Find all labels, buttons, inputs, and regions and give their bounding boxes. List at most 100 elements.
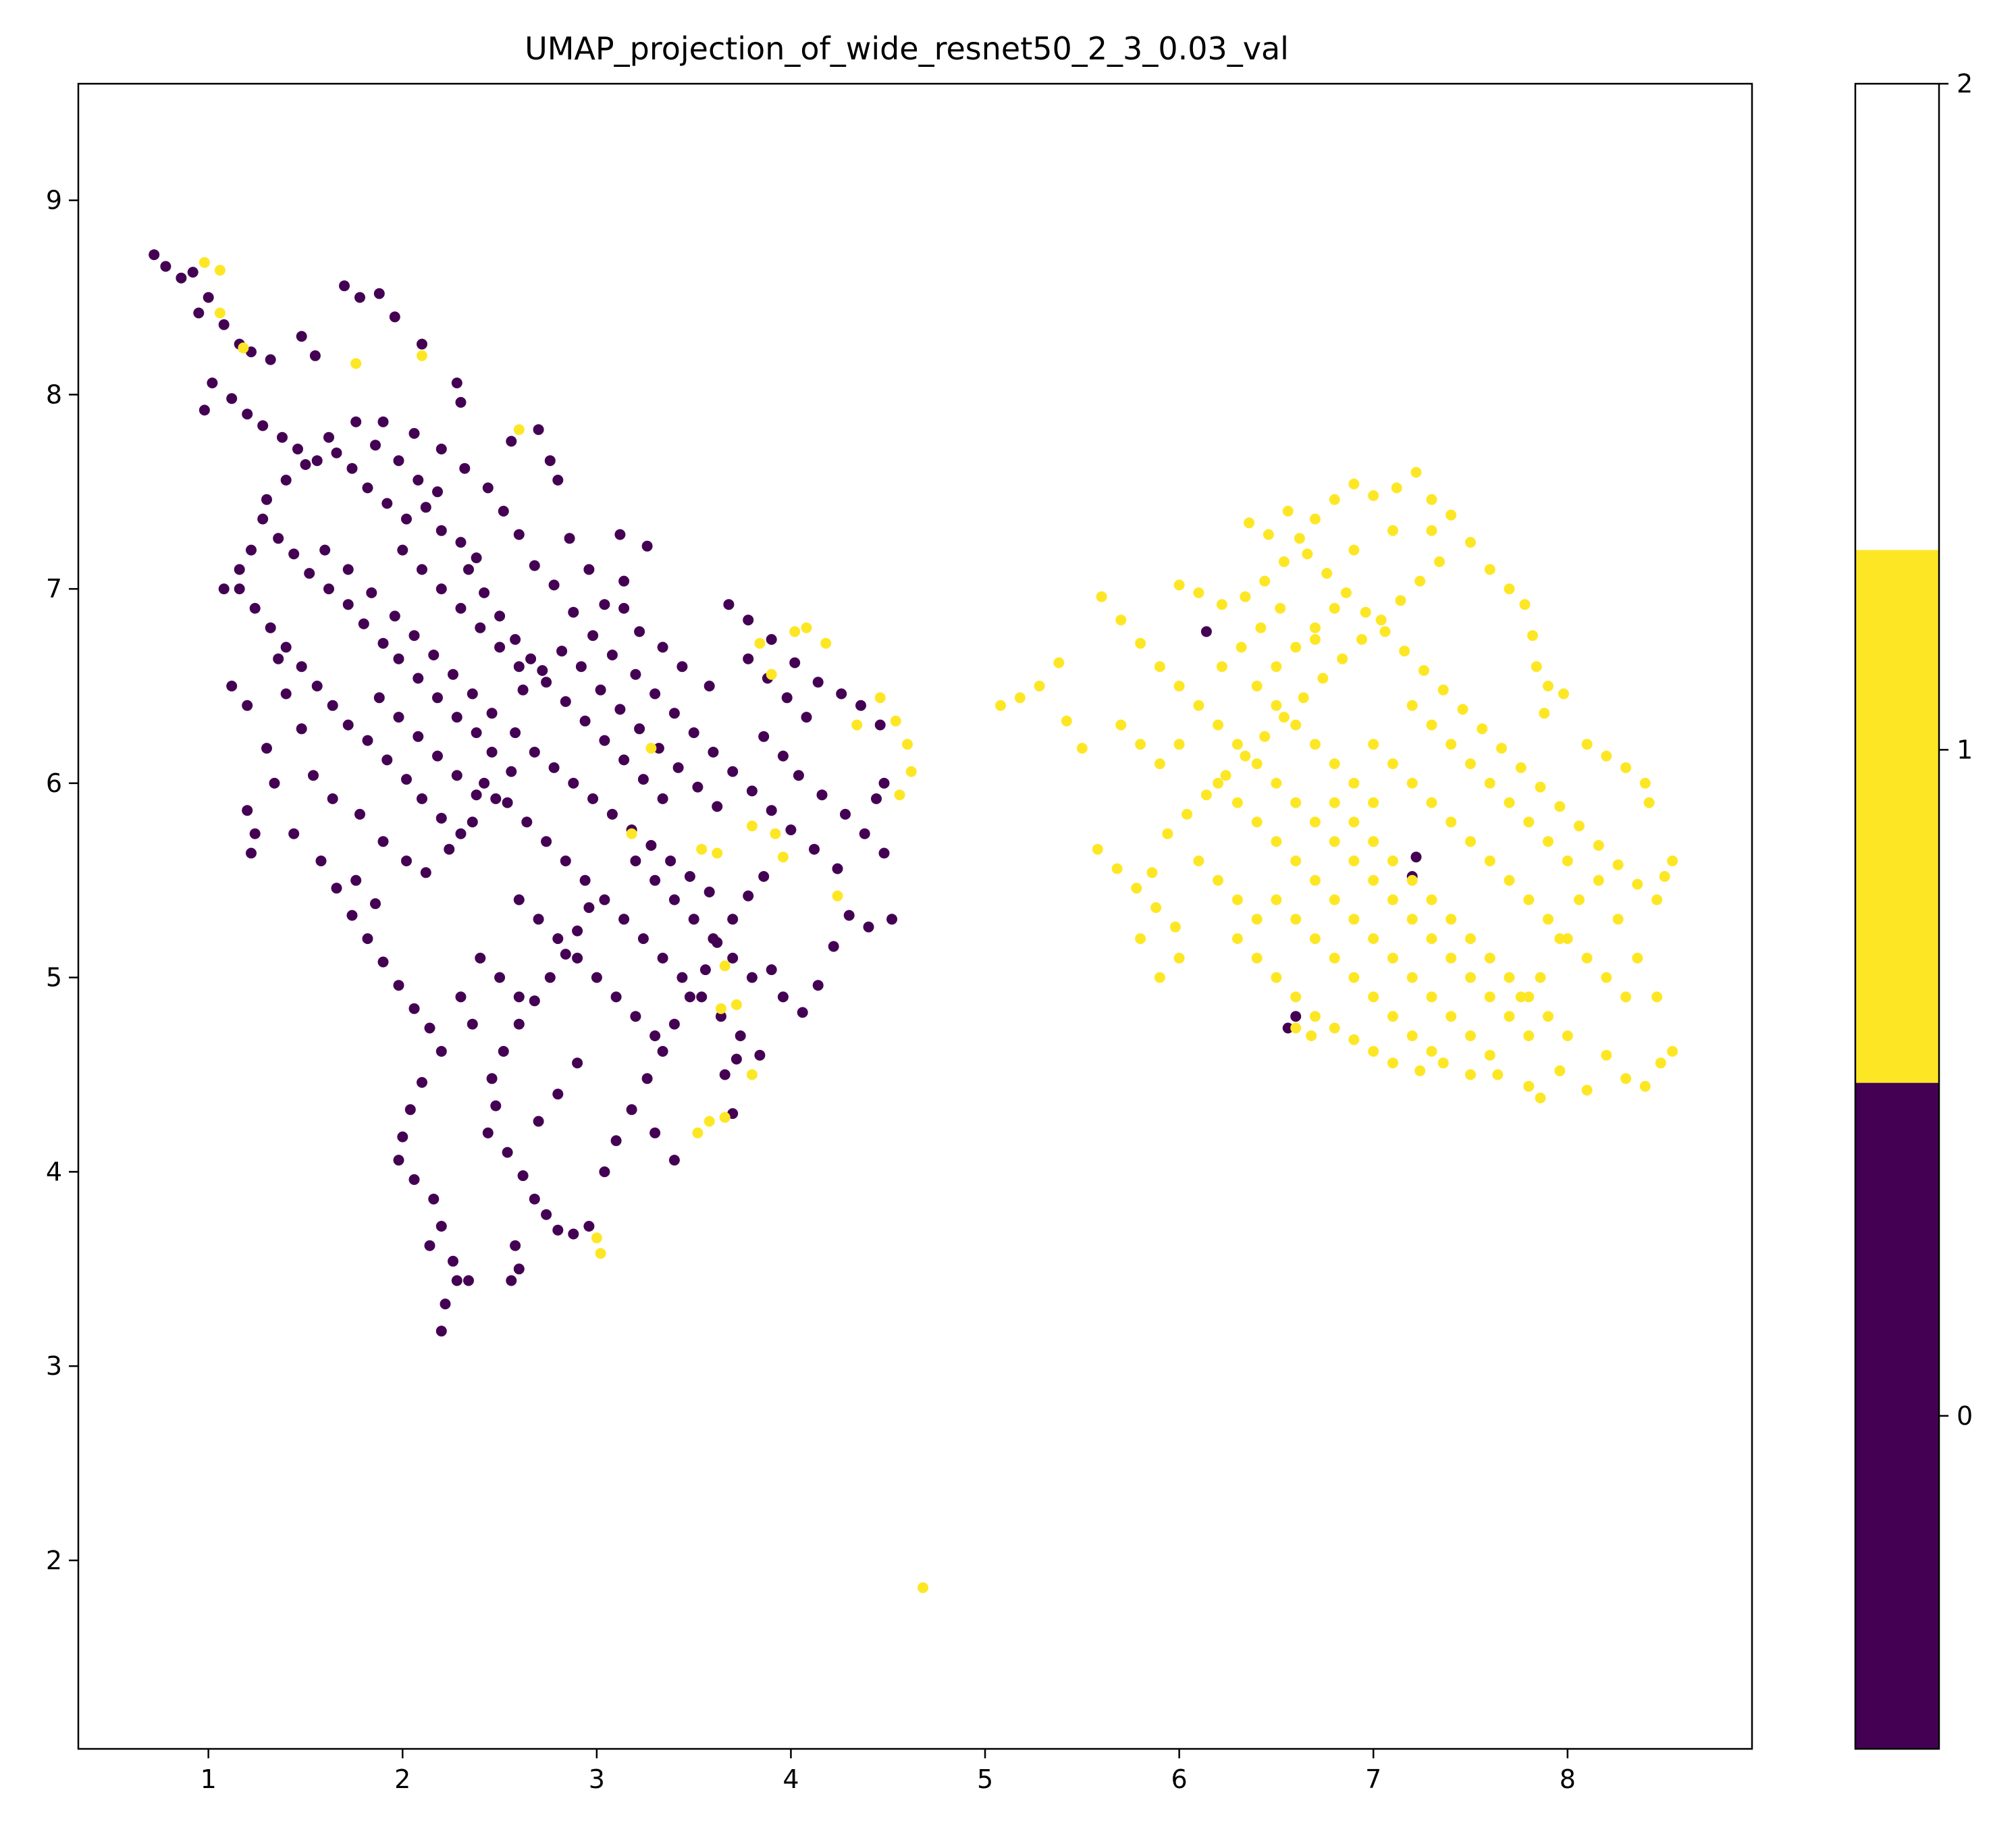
point-class-0 — [261, 743, 272, 754]
point-class-0 — [731, 1053, 742, 1065]
point-class-1 — [746, 820, 758, 832]
point-class-0 — [859, 828, 870, 839]
point-class-0 — [249, 602, 261, 614]
point-class-0 — [377, 637, 389, 649]
point-class-1 — [1406, 874, 1418, 886]
point-class-1 — [1302, 548, 1313, 560]
point-class-1 — [1562, 1030, 1573, 1041]
point-class-0 — [292, 444, 303, 454]
point-class-1 — [1290, 719, 1302, 731]
point-class-0 — [599, 894, 610, 905]
point-class-1 — [712, 847, 723, 859]
point-class-1 — [1231, 739, 1243, 750]
point-class-0 — [537, 665, 548, 676]
point-class-1 — [1244, 517, 1255, 529]
point-class-0 — [435, 583, 447, 595]
point-class-0 — [242, 805, 253, 816]
point-class-0 — [288, 548, 300, 560]
y-tick-label: 7 — [46, 574, 62, 604]
point-class-1 — [1135, 637, 1146, 649]
point-class-0 — [641, 540, 653, 552]
point-class-1 — [1193, 856, 1204, 866]
point-class-0 — [393, 455, 404, 467]
point-class-0 — [684, 871, 695, 882]
point-class-1 — [1531, 661, 1542, 673]
point-class-0 — [513, 1018, 525, 1030]
point-class-0 — [315, 856, 327, 866]
point-class-0 — [533, 424, 544, 436]
point-class-1 — [1465, 537, 1476, 548]
point-class-0 — [541, 677, 552, 688]
point-class-0 — [649, 1030, 661, 1041]
point-class-1 — [1348, 914, 1360, 925]
scatter-points — [149, 249, 1678, 1594]
point-class-0 — [432, 486, 443, 498]
point-class-0 — [417, 793, 427, 804]
point-class-1 — [1348, 816, 1360, 828]
point-class-1 — [1639, 1080, 1651, 1092]
point-class-0 — [331, 883, 342, 894]
point-class-0 — [486, 708, 498, 719]
point-class-0 — [1410, 851, 1422, 863]
point-class-0 — [389, 610, 400, 622]
point-class-0 — [684, 991, 695, 1003]
point-class-0 — [413, 475, 424, 485]
point-class-0 — [327, 793, 338, 804]
point-class-0 — [630, 668, 641, 680]
point-class-0 — [735, 1030, 746, 1041]
point-class-0 — [377, 836, 389, 847]
point-class-0 — [448, 668, 458, 680]
point-class-1 — [1387, 525, 1398, 536]
point-class-1 — [1135, 739, 1146, 750]
point-class-0 — [280, 688, 292, 700]
point-class-1 — [1337, 653, 1348, 664]
point-class-1 — [1543, 681, 1554, 691]
point-class-1 — [238, 342, 249, 354]
point-class-0 — [440, 1298, 451, 1310]
point-class-1 — [1340, 587, 1352, 598]
point-class-1 — [1368, 797, 1379, 808]
y-tick-label: 8 — [46, 379, 62, 409]
point-class-0 — [832, 863, 843, 874]
point-class-1 — [417, 350, 427, 361]
point-class-0 — [420, 867, 431, 878]
point-class-0 — [513, 661, 525, 673]
point-class-0 — [455, 602, 467, 614]
point-class-0 — [809, 843, 820, 855]
point-class-1 — [902, 739, 913, 750]
point-class-0 — [408, 630, 420, 641]
point-class-1 — [1173, 952, 1185, 964]
point-class-1 — [1317, 673, 1329, 684]
point-class-0 — [746, 785, 758, 797]
point-class-1 — [350, 358, 362, 369]
point-class-1 — [1639, 777, 1651, 789]
point-class-0 — [541, 1209, 552, 1220]
point-class-1 — [1368, 490, 1379, 501]
point-class-0 — [486, 746, 498, 758]
point-class-0 — [610, 1135, 622, 1147]
point-class-1 — [1581, 952, 1593, 964]
point-class-1 — [198, 257, 210, 268]
point-class-0 — [479, 777, 490, 789]
point-class-1 — [1375, 614, 1387, 626]
point-class-0 — [552, 475, 564, 485]
point-class-0 — [435, 1221, 447, 1232]
point-class-0 — [451, 377, 462, 389]
point-class-1 — [1426, 1046, 1437, 1057]
point-class-0 — [699, 964, 711, 976]
point-class-0 — [568, 606, 579, 618]
point-class-0 — [843, 910, 855, 921]
point-class-1 — [1562, 856, 1573, 866]
chart-title: UMAP_projection_of_wide_resnet50_2_3_0.0… — [525, 30, 1289, 67]
point-class-0 — [560, 856, 571, 866]
point-class-0 — [413, 673, 424, 684]
point-class-0 — [218, 583, 230, 595]
y-tick-label: 3 — [46, 1351, 62, 1381]
point-class-0 — [304, 568, 315, 579]
point-class-1 — [1387, 952, 1398, 964]
point-class-1 — [704, 1115, 715, 1127]
point-class-1 — [1562, 933, 1573, 945]
point-class-1 — [1445, 952, 1457, 964]
point-class-1 — [874, 692, 886, 704]
point-class-1 — [1457, 704, 1468, 715]
